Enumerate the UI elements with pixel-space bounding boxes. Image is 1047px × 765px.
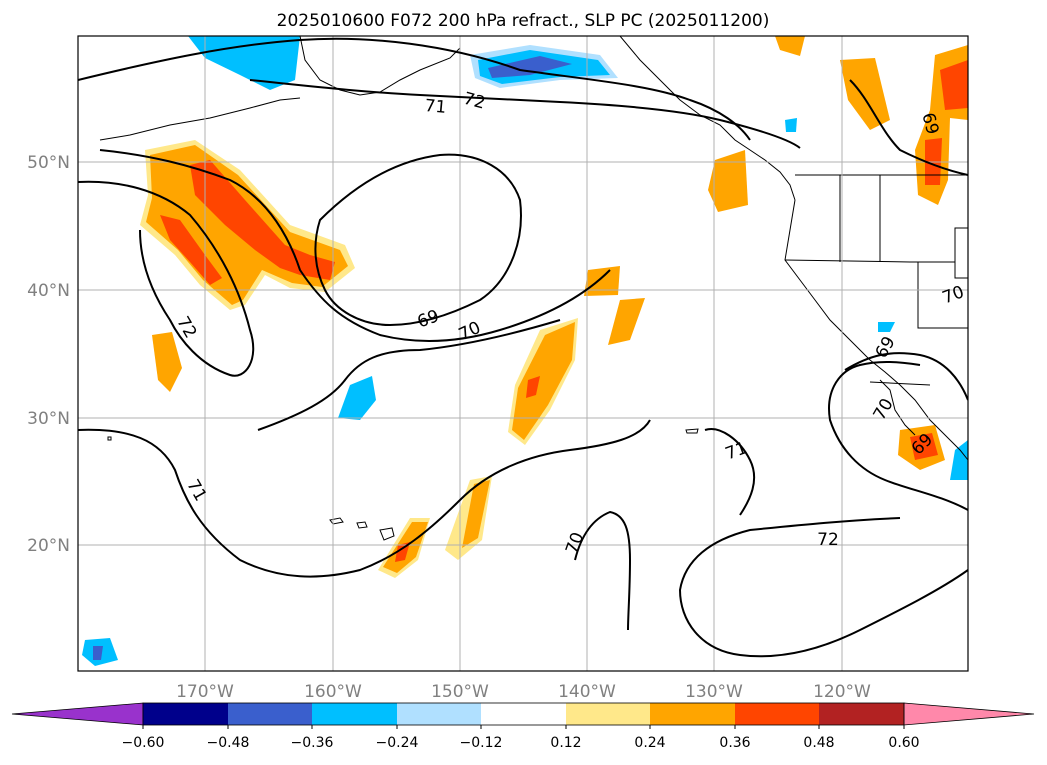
negative-anomaly-region <box>878 322 895 332</box>
colorbar-segment <box>735 703 819 725</box>
colorbar: −0.60 −0.48 −0.36 −0.24 −0.12 0.12 0.24 … <box>11 702 1035 751</box>
colorbar-segment <box>481 703 566 725</box>
colorbar-segment <box>819 703 904 725</box>
positive-anomaly-region <box>152 332 182 392</box>
lon-label: 140°W <box>558 682 616 702</box>
islands <box>107 428 699 541</box>
colorbar-label: 0.12 <box>550 735 581 751</box>
lat-label: 20°N <box>27 536 70 556</box>
colorbar-extend-low <box>11 702 144 726</box>
lon-label: 130°W <box>685 682 743 702</box>
positive-anomaly-region <box>840 58 890 130</box>
colorbar-segment <box>312 703 397 725</box>
colorbar-label: 0.48 <box>803 735 834 751</box>
lat-label: 50°N <box>27 153 70 173</box>
positive-anomaly-region <box>526 376 540 398</box>
map-frame <box>77 35 969 672</box>
negative-anomaly-region <box>93 646 103 660</box>
map-panel: 72 71 69 70 72 71 70 72 69 70 69 70 71 6… <box>78 36 968 671</box>
slp-contours <box>78 37 968 658</box>
colorbar-segment <box>650 703 735 725</box>
positive-anomaly-region <box>160 215 222 285</box>
colorbar-label: −0.12 <box>460 735 503 751</box>
negative-anomaly-region <box>785 118 797 132</box>
positive-anomaly-region <box>775 36 805 56</box>
positive-anomaly-region <box>584 266 620 296</box>
colorbar-label: −0.36 <box>291 735 334 751</box>
colorbar-label: −0.48 <box>207 735 250 751</box>
colorbar-segment <box>566 703 650 725</box>
lon-label: 160°W <box>304 682 362 702</box>
colorbar-label: −0.60 <box>122 735 165 751</box>
colorbar-extend-high <box>903 702 1035 726</box>
colorbar-label: −0.24 <box>376 735 419 751</box>
positive-anomaly-region <box>190 160 335 280</box>
positive-anomaly-region <box>910 433 938 460</box>
lat-label: 40°N <box>27 281 70 301</box>
positive-anomaly-region <box>708 150 748 212</box>
lon-label: 150°W <box>431 682 489 702</box>
lon-label: 120°W <box>813 682 871 702</box>
lat-label: 30°N <box>27 409 70 429</box>
colorbar-segment <box>228 703 312 725</box>
contour-label: 71 <box>424 96 447 118</box>
coastlines <box>99 36 968 461</box>
colorbar-segment <box>397 703 481 725</box>
positive-anomaly-region <box>940 60 968 110</box>
map-title: 2025010600 F072 200 hPa refract., SLP PC… <box>277 11 770 31</box>
longitude-labels: 170°W 160°W 150°W 140°W 130°W 120°W <box>176 682 871 702</box>
positive-anomaly-region <box>462 480 490 548</box>
graticule <box>78 36 968 671</box>
negative-anomaly-region <box>338 376 376 420</box>
colorbar-segment <box>143 703 228 725</box>
lon-label: 170°W <box>176 682 234 702</box>
positive-anomaly-region <box>608 298 645 345</box>
latitude-labels: 50°N 40°N 30°N 20°N <box>27 153 70 556</box>
negative-anomaly-region <box>488 56 572 78</box>
colorbar-label: 0.60 <box>888 735 919 751</box>
colorbar-label: 0.36 <box>719 735 750 751</box>
contour-label: 72 <box>817 530 839 550</box>
positive-anomaly-region <box>512 322 575 440</box>
colorbar-label: 0.24 <box>634 735 665 751</box>
negative-anomaly-region <box>950 440 968 480</box>
